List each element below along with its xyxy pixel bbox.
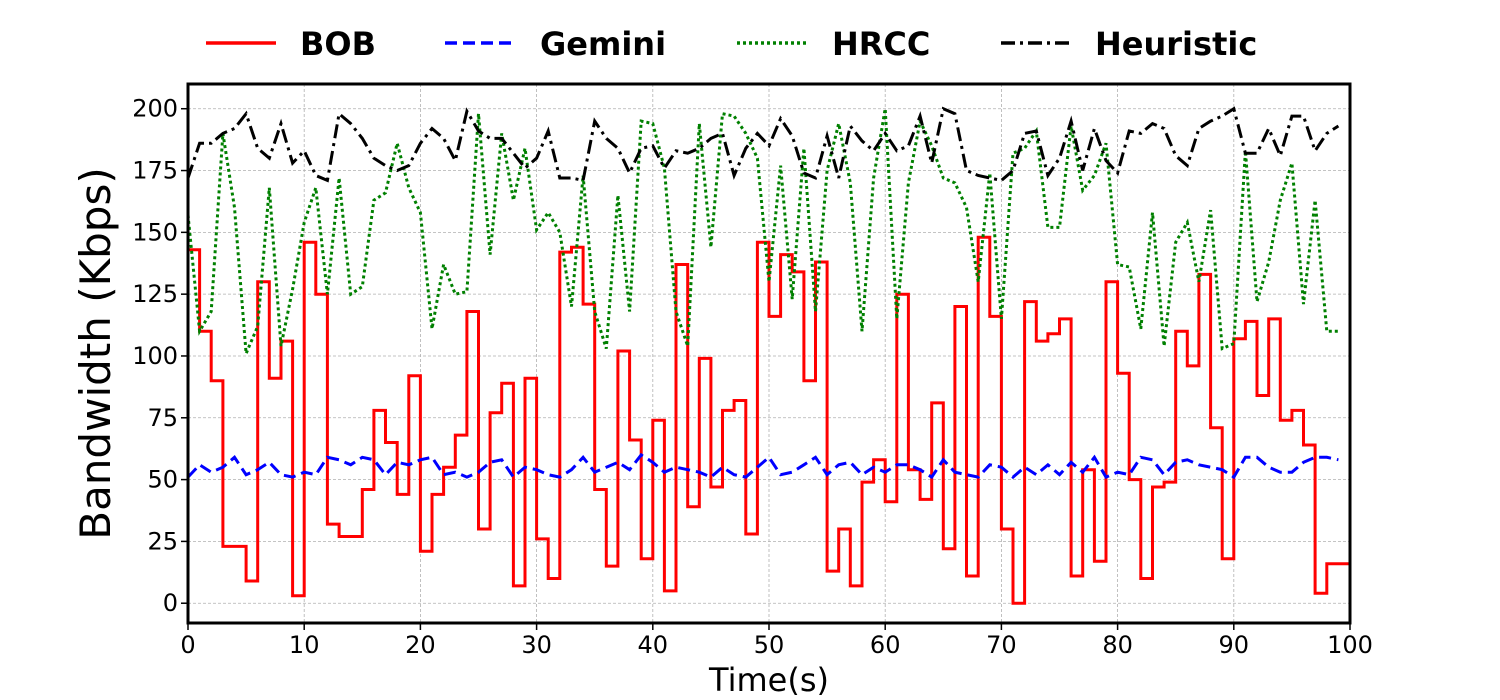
series-line-heuristic [186, 106, 1340, 183]
y-axis-ticks: 0 25 50 75 100 125 150 175 200 [132, 95, 188, 617]
x-tick-label: 100 [1327, 631, 1373, 659]
y-tick-label: 0 [163, 589, 178, 617]
legend-label-gemini: Gemini [540, 25, 666, 63]
y-tick-label: 125 [132, 280, 178, 308]
series-layer [186, 106, 1350, 605]
y-tick-label: 50 [147, 466, 178, 494]
y-tick-label: 100 [132, 342, 178, 370]
y-axis-label: Bandwidth (Kbps) [71, 167, 120, 539]
x-tick-label: 40 [638, 631, 669, 659]
y-tick-label: 175 [132, 157, 178, 185]
y-tick-label: 75 [147, 404, 178, 432]
y-tick-label: 150 [132, 218, 178, 246]
legend-label-heuristic: Heuristic [1095, 25, 1257, 63]
x-tick-label: 60 [870, 631, 901, 659]
legend-label-hrcc: HRCC [832, 25, 930, 63]
y-tick-label: 25 [147, 527, 178, 555]
x-tick-label: 20 [405, 631, 436, 659]
legend-label-bob: BOB [300, 25, 376, 63]
x-tick-label: 0 [180, 631, 195, 659]
y-tick-label: 200 [132, 95, 178, 123]
series-line-hrcc [186, 108, 1339, 355]
x-tick-label: 30 [521, 631, 552, 659]
series-line-bob [188, 235, 1350, 605]
x-tick-label: 70 [986, 631, 1017, 659]
x-tick-label: 50 [754, 631, 785, 659]
x-axis-ticks: 0 10 20 30 40 50 60 70 80 90 100 [180, 623, 1373, 659]
legend: BOB Gemini HRCC Heuristic [206, 25, 1257, 63]
x-axis-label: Time(s) [708, 661, 829, 699]
x-tick-label: 10 [289, 631, 320, 659]
x-tick-label: 90 [1219, 631, 1250, 659]
series-line-gemini [186, 452, 1339, 480]
x-tick-label: 80 [1102, 631, 1133, 659]
